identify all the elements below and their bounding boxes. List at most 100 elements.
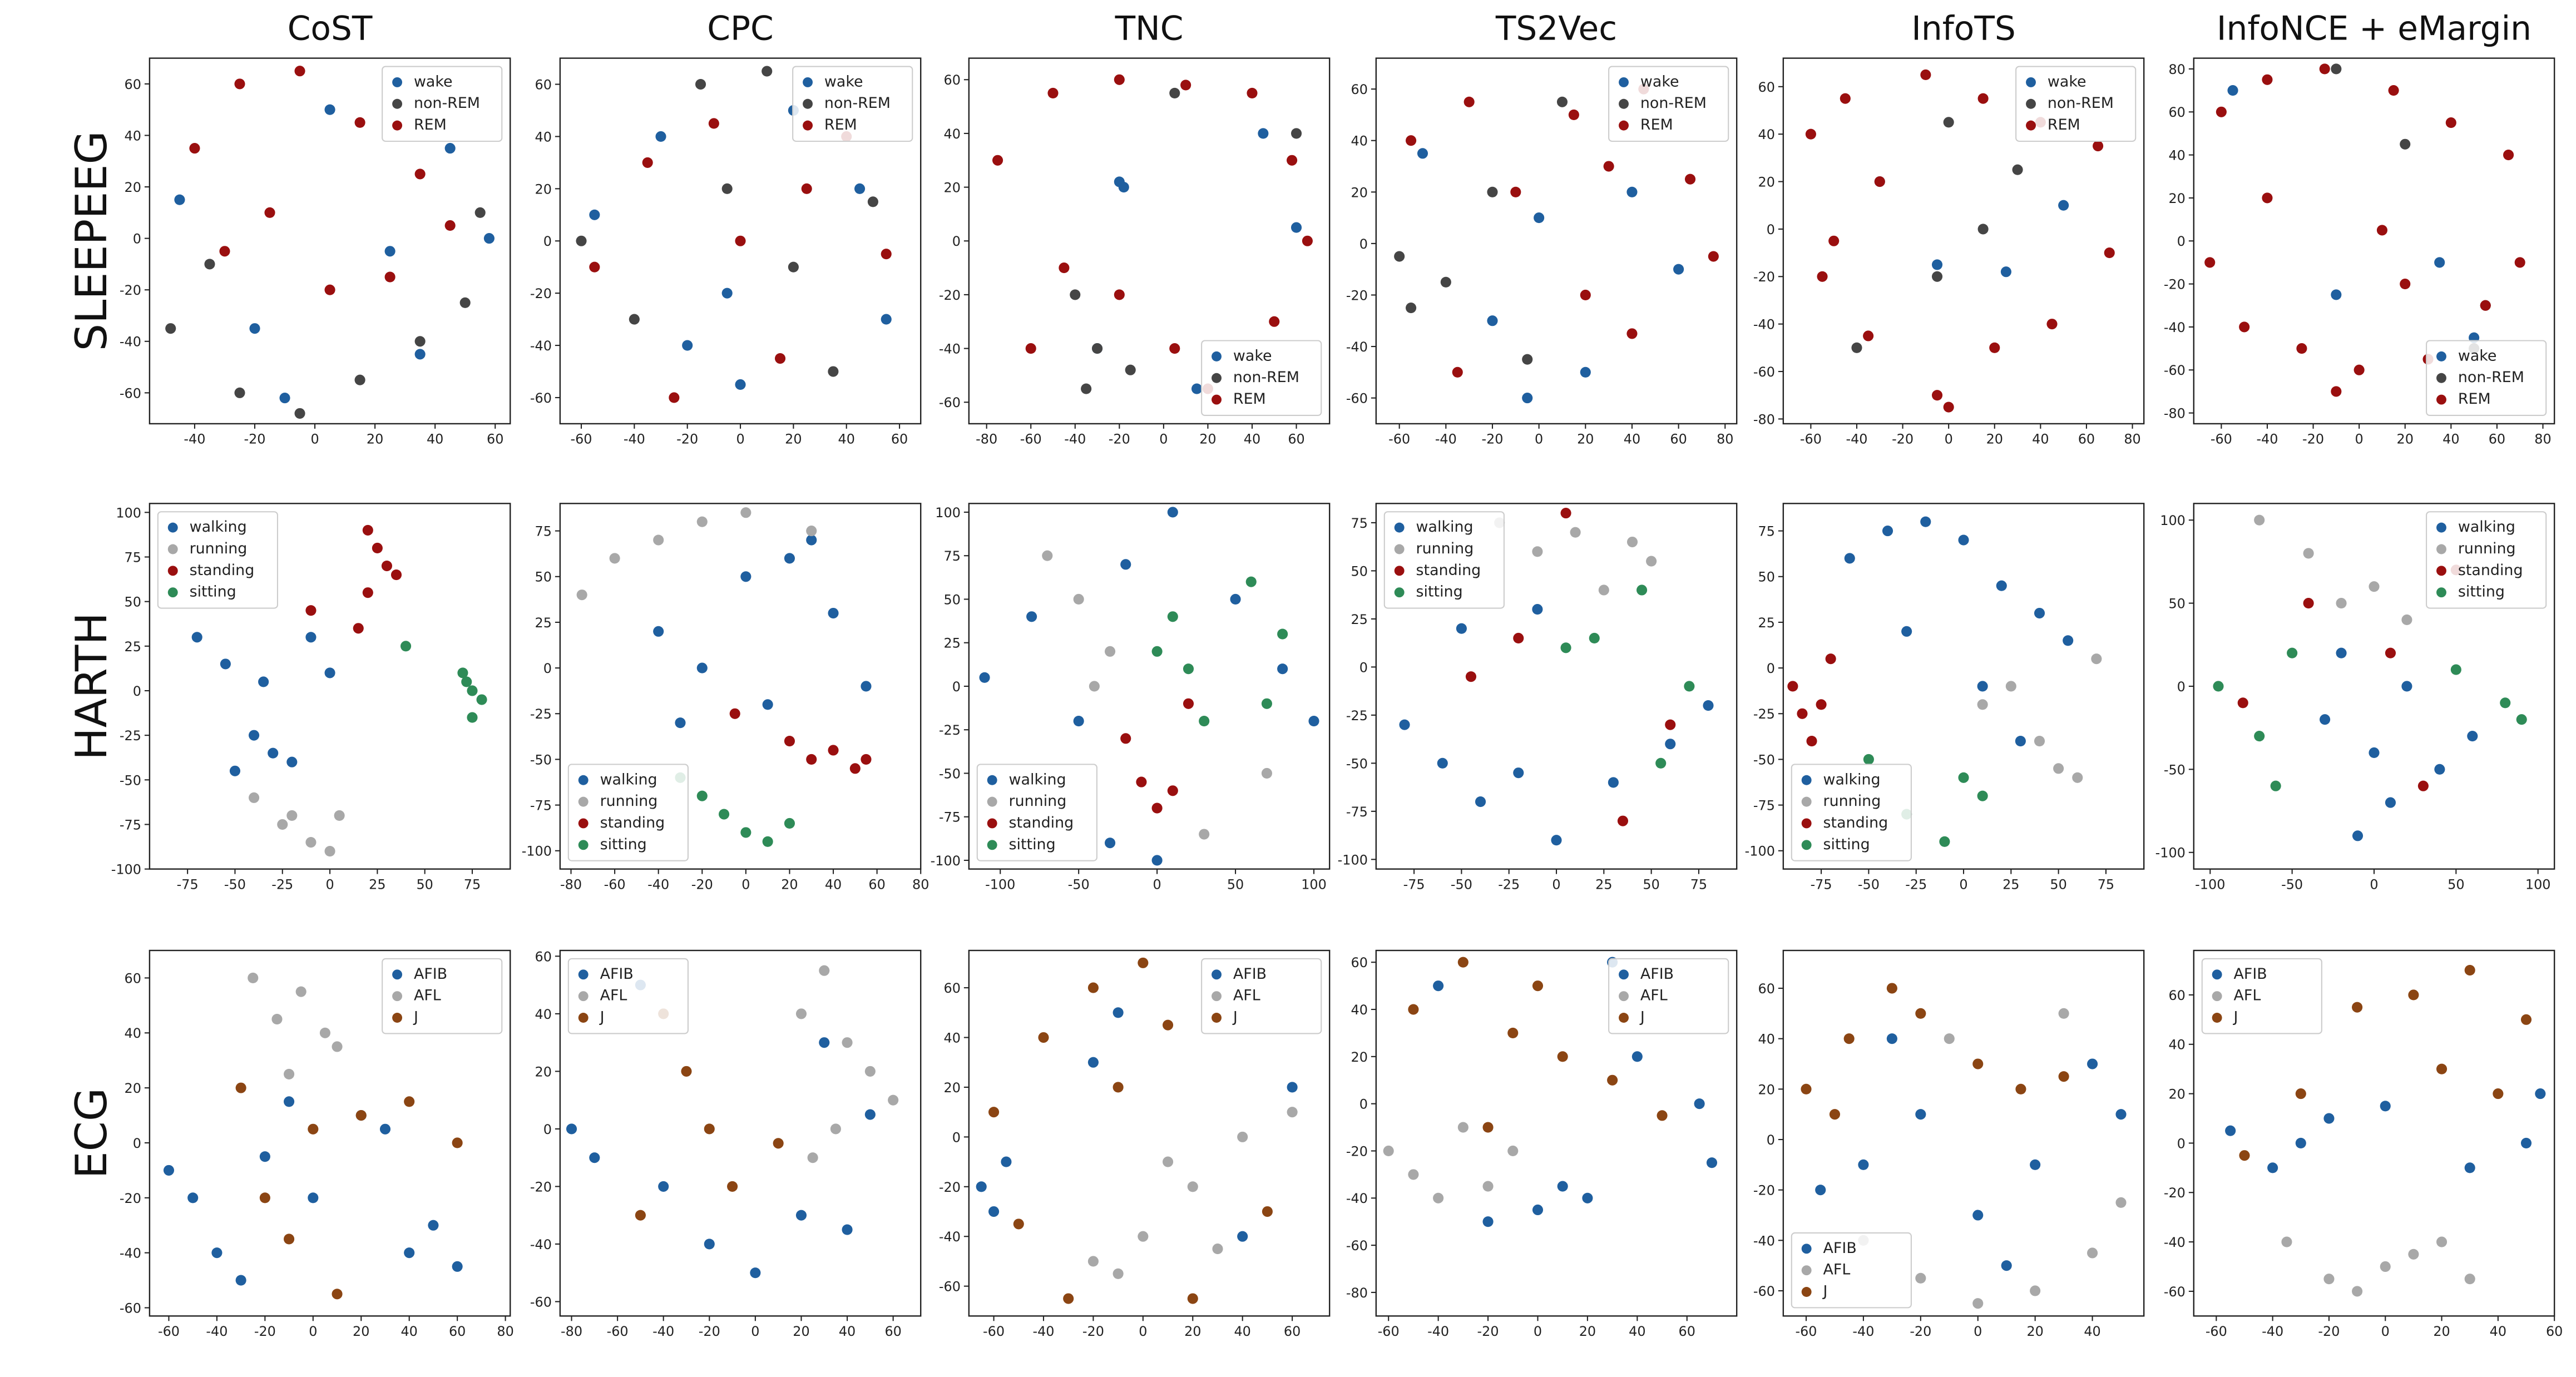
point [658,1181,669,1192]
point [740,571,751,582]
point [1787,681,1798,692]
point [695,78,706,90]
point [414,336,426,347]
y-tick-label: 60 [944,980,961,996]
x-tick-label: -80 [561,1324,582,1339]
x-tick-label: -25 [1498,876,1520,892]
point [1277,628,1288,640]
point [795,1210,807,1221]
point [1858,1159,1869,1170]
point [1882,526,1893,537]
point [2503,150,2514,161]
x-tick-label: 20 [1184,1324,1201,1339]
legend-marker [1212,969,1222,980]
legend-marker [2026,120,2036,131]
y-tick-label: -20 [120,283,141,298]
x-tick-label: -80 [560,876,582,892]
point [1399,719,1410,730]
point [2467,731,2478,742]
legend-marker [578,818,589,829]
point [1457,1122,1469,1133]
legend-marker [803,120,813,131]
point [1943,117,1954,128]
point [1070,289,1081,300]
point [828,745,839,756]
point [2376,225,2388,236]
point [1187,1293,1198,1304]
y-tick-label: 40 [1758,1032,1775,1047]
point [2520,1014,2532,1025]
legend-marker [392,77,403,87]
legend-label: wake [414,73,453,90]
legend-label: running [1416,540,1474,557]
point [187,1192,199,1203]
point [234,78,245,90]
point [819,1037,830,1048]
x-tick-label: 40 [2084,1324,2100,1339]
y-tick-label: -40 [939,1229,961,1245]
legend-marker [2436,522,2446,533]
point [2417,780,2429,791]
point [2104,247,2115,259]
legend-label: walking [1823,771,1881,788]
point [2296,343,2307,354]
panel: -60 -40 -20 0 20 40 60 -60 -40 -20 0 20 40 60 AFIB AFL J [2164,949,2563,1339]
y-tick-label: 20 [1351,185,1368,200]
point [2514,257,2525,268]
point [467,712,478,723]
point [888,1094,899,1106]
x-tick-label: -60 [607,1324,629,1339]
point [1958,534,1969,546]
legend-label: running [2458,540,2516,557]
x-tick-label: -20 [1892,432,1914,447]
legend-marker [1212,351,1222,361]
point [1437,757,1448,769]
y-tick-label: 0 [1767,661,1775,676]
x-tick-label: 20 [1579,1324,1596,1339]
panel: -80 -60 -40 -20 0 20 40 60 -60 -40 -20 0 20 40 60 AFIB A… [530,949,922,1339]
x-tick-label: -50 [1068,876,1090,892]
y-tick-label: -60 [530,1294,552,1310]
y-tick-label: 40 [125,1026,141,1041]
legend-marker [1619,98,1629,109]
point [1087,1256,1099,1267]
legend-marker [578,969,589,980]
y-tick-label: 25 [125,639,141,655]
x-tick-label: -25 [271,876,293,892]
point [1258,128,1269,139]
x-tick-label: 40 [838,432,855,447]
point [881,249,892,260]
point [1287,1082,1298,1093]
point [1138,957,1149,968]
y-tick-label: 50 [944,592,961,607]
legend-marker [1801,1287,1812,1297]
x-tick-label: -20 [1082,1324,1104,1339]
point [2303,548,2314,559]
point [1167,507,1178,518]
x-tick-label: 20 [793,1324,809,1339]
legend-marker [167,544,178,554]
panel: -100 -50 0 50 100 -100 -75 -50 -25 0 25 50 75 100 walk… [931,503,1331,892]
x-tick-label: 80 [912,876,929,892]
point [355,1109,367,1121]
point [2352,1002,2363,1013]
point [1291,128,1302,139]
y-tick-label: -80 [2164,406,2186,422]
point [1655,757,1667,769]
point [1073,716,1084,727]
x-tick-label: -20 [2318,1324,2340,1339]
point [1534,212,1545,224]
legend-box [2426,511,2547,609]
point [2385,797,2396,808]
point [174,194,185,205]
point [1120,733,1131,744]
legend-marker [803,98,813,109]
y-tick-label: -20 [1753,1183,1775,1198]
x-tick-label: 20 [353,1324,369,1339]
point [1063,1293,1074,1304]
point [735,235,746,246]
y-tick-label: 0 [1767,1132,1775,1148]
point [719,809,730,820]
point [2445,117,2456,128]
